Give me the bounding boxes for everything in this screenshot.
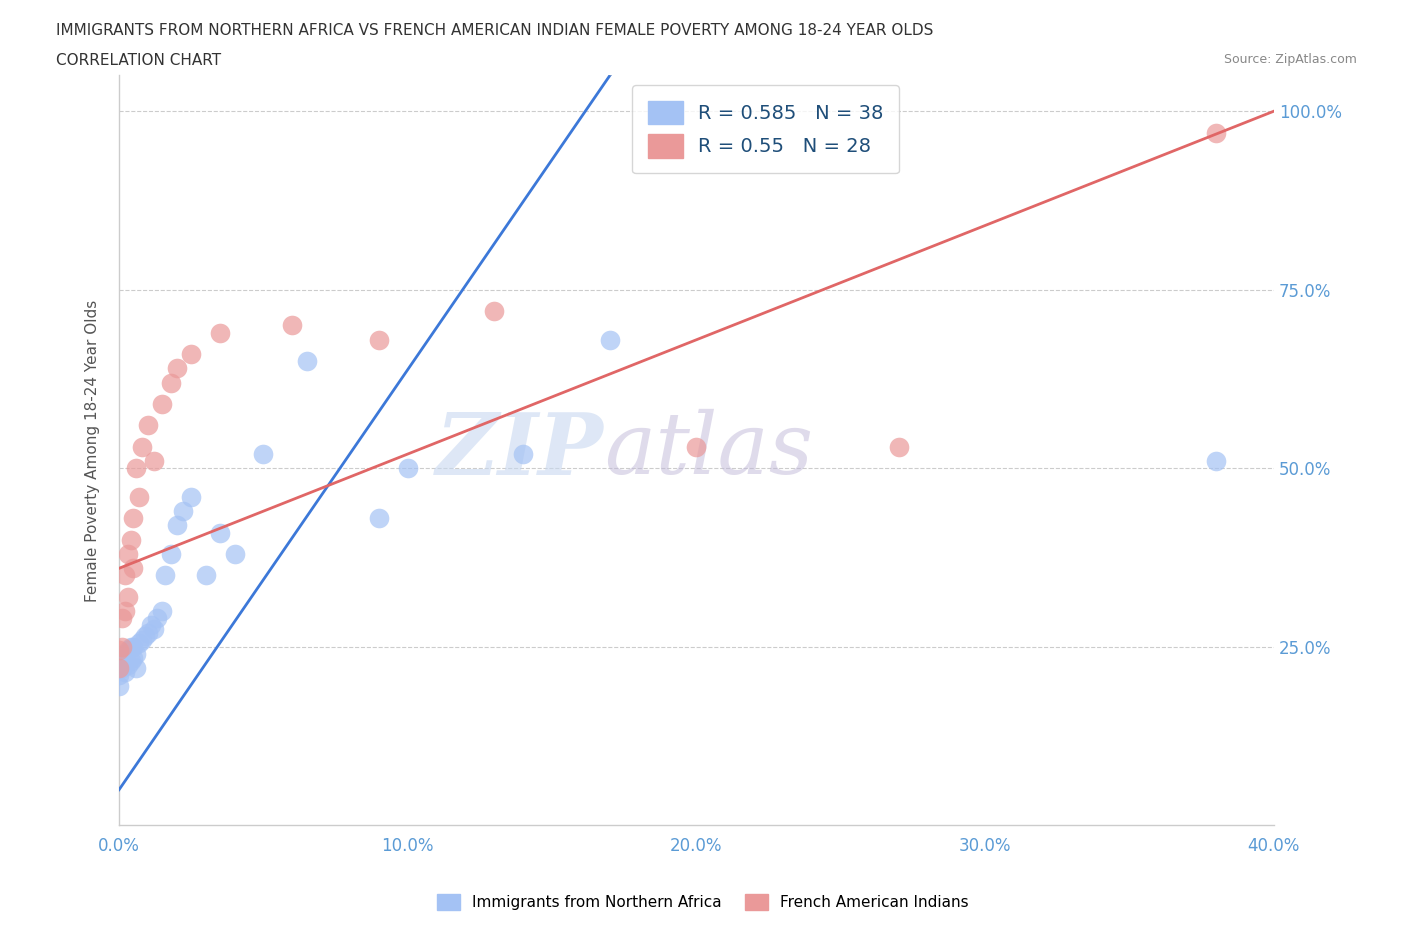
Point	[160, 547, 183, 562]
Point	[111, 640, 134, 655]
Point	[194, 568, 217, 583]
Point	[120, 654, 142, 669]
Point	[150, 604, 173, 618]
Point	[142, 454, 165, 469]
Point	[160, 375, 183, 390]
Point	[209, 525, 232, 540]
Point	[484, 304, 506, 319]
Point	[128, 636, 150, 651]
Point	[108, 643, 131, 658]
Point	[120, 640, 142, 655]
Point	[155, 568, 177, 583]
Point	[599, 332, 621, 347]
Point	[122, 640, 145, 655]
Point	[136, 625, 159, 640]
Point	[114, 604, 136, 618]
Point	[512, 446, 534, 461]
Point	[125, 646, 148, 661]
Text: atlas: atlas	[605, 409, 813, 492]
Point	[108, 658, 131, 672]
Point	[252, 446, 274, 461]
Point	[367, 332, 389, 347]
Point	[125, 461, 148, 476]
Point	[117, 643, 139, 658]
Point	[108, 661, 131, 676]
Point	[134, 629, 156, 644]
Point	[685, 440, 707, 455]
Point	[131, 632, 153, 647]
Point	[887, 440, 910, 455]
Point	[111, 611, 134, 626]
Point	[166, 361, 188, 376]
Point	[180, 489, 202, 504]
Point	[139, 618, 162, 633]
Point	[122, 511, 145, 525]
Text: IMMIGRANTS FROM NORTHERN AFRICA VS FRENCH AMERICAN INDIAN FEMALE POVERTY AMONG 1: IMMIGRANTS FROM NORTHERN AFRICA VS FRENC…	[56, 23, 934, 38]
Point	[224, 547, 246, 562]
Point	[131, 440, 153, 455]
Legend: R = 0.585   N = 38, R = 0.55   N = 28: R = 0.585 N = 38, R = 0.55 N = 28	[633, 86, 900, 174]
Point	[114, 646, 136, 661]
Point	[111, 661, 134, 676]
Point	[117, 590, 139, 604]
Point	[114, 664, 136, 679]
Point	[120, 532, 142, 547]
Point	[295, 353, 318, 368]
Point	[180, 347, 202, 362]
Point	[396, 461, 419, 476]
Point	[128, 489, 150, 504]
Point	[122, 650, 145, 665]
Y-axis label: Female Poverty Among 18-24 Year Olds: Female Poverty Among 18-24 Year Olds	[86, 299, 100, 602]
Text: Source: ZipAtlas.com: Source: ZipAtlas.com	[1223, 53, 1357, 66]
Point	[166, 518, 188, 533]
Point	[111, 650, 134, 665]
Point	[114, 568, 136, 583]
Point	[172, 504, 194, 519]
Legend: Immigrants from Northern Africa, French American Indians: Immigrants from Northern Africa, French …	[430, 886, 976, 918]
Point	[122, 561, 145, 576]
Point	[117, 547, 139, 562]
Text: ZIP: ZIP	[436, 408, 605, 492]
Point	[1205, 126, 1227, 140]
Point	[125, 661, 148, 676]
Point	[117, 658, 139, 672]
Point	[108, 679, 131, 694]
Text: CORRELATION CHART: CORRELATION CHART	[56, 53, 221, 68]
Point	[142, 621, 165, 636]
Point	[209, 326, 232, 340]
Point	[281, 318, 304, 333]
Point	[150, 396, 173, 411]
Point	[108, 668, 131, 683]
Point	[367, 511, 389, 525]
Point	[1205, 454, 1227, 469]
Point	[136, 418, 159, 432]
Point	[145, 611, 167, 626]
